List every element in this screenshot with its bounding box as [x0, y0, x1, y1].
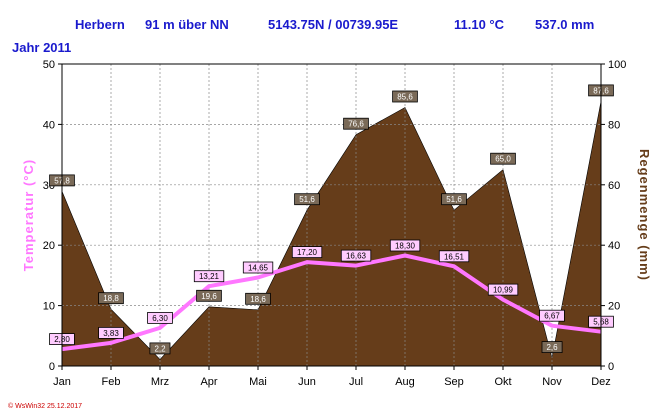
temperature-value-label-text: 10,99: [493, 286, 514, 295]
temperature-value-label-text: 6,30: [152, 314, 168, 323]
left-tick-label: 50: [43, 59, 55, 71]
right-tick-label: 0: [608, 361, 614, 373]
precipitation-value-label: 18,6: [245, 292, 271, 305]
temperature-value-label-box: [242, 261, 274, 274]
x-tick-label: Okt: [494, 376, 511, 388]
precipitation-value-label-text: 19,6: [201, 292, 217, 301]
precipitation-value-label: 51,6: [294, 193, 320, 206]
precipitation-value-label-box: [490, 152, 516, 165]
left-tick-label: 40: [43, 119, 55, 131]
temperature-value-label-text: 3,83: [103, 329, 119, 338]
precipitation-value-label: 85,6: [392, 90, 418, 103]
temperature-value-label-text: 18,30: [395, 242, 416, 251]
x-tick-label: Nov: [542, 376, 562, 388]
temperature-value-label-box: [438, 250, 470, 263]
temperature-value-label-box: [539, 309, 565, 322]
temperature-value-label: 14,65: [242, 261, 274, 274]
station-name: Herbern: [75, 17, 125, 32]
precipitation-value-label: 18,8: [98, 292, 124, 305]
precipitation-value-label-text: 76,6: [348, 120, 364, 129]
precipitation-value-label-text: 51,6: [299, 195, 315, 204]
precipitation-value-label-box: [149, 342, 171, 355]
temperature-value-label: 18,30: [389, 239, 421, 252]
precipitation-value-label-box: [392, 90, 418, 103]
precipitation-area: [61, 101, 602, 367]
temperature-value-label: 6,30: [147, 311, 173, 324]
temperature-value-label-box: [193, 270, 225, 283]
x-tick-label: Dez: [591, 376, 611, 388]
x-tick-label: Apr: [200, 376, 217, 388]
precipitation-value-label-box: [196, 289, 222, 302]
station-altitude: 91 m über NN: [145, 17, 229, 32]
x-tick-label: Mrz: [151, 376, 169, 388]
plot-frame: [61, 63, 602, 367]
temperature-value-label-text: 16,51: [444, 252, 465, 261]
temperature-value-label-box: [98, 326, 124, 339]
temperature-value-label: 16,63: [340, 249, 372, 262]
temperature-value-label-text: 14,65: [248, 264, 269, 273]
precipitation-value-label-text: 2,2: [154, 344, 166, 353]
x-tick-label: Jan: [53, 376, 71, 388]
x-tick-label: Jul: [349, 376, 363, 388]
temperature-value-label-box: [291, 246, 323, 259]
station-coordinates: 5143.75N / 00739.95E: [268, 17, 398, 32]
temperature-value-label-box: [147, 311, 173, 324]
right-tick-label: 60: [608, 180, 620, 192]
precipitation-value-label: 76,6: [343, 117, 369, 130]
precipitation-value-label-text: 65,0: [495, 155, 511, 164]
temperature-value-label-box: [389, 239, 421, 252]
temperature-value-label: 13,21: [193, 270, 225, 283]
left-tick-label: 20: [43, 240, 55, 252]
precipitation-value-label: 51,6: [441, 193, 467, 206]
precipitation-value-label-box: [98, 292, 124, 305]
left-axis-title: Temperatur (°C): [21, 159, 36, 271]
precipitation-value-label: 65,0: [490, 152, 516, 165]
temperature-value-label: 3,83: [98, 326, 124, 339]
right-tick-label: 100: [608, 59, 626, 71]
year-label: Jahr 2011: [12, 40, 71, 55]
precipitation-value-label-text: 2,6: [546, 343, 558, 352]
precipitation-value-label-box: [294, 193, 320, 206]
temperature-value-label-text: 13,21: [199, 272, 220, 281]
footer-copyright: © WsWin32 25.12.2017: [8, 402, 82, 410]
temperature-value-label: 17,20: [291, 246, 323, 259]
temperature-value-label-box: [487, 283, 519, 296]
x-tick-label: Sep: [444, 376, 464, 388]
temperature-value-label-text: 6,67: [544, 312, 560, 321]
precipitation-value-label-text: 51,6: [446, 195, 462, 204]
precipitation-value-label: 19,6: [196, 289, 222, 302]
x-tick-label: Feb: [102, 376, 121, 388]
temperature-value-label-text: 16,63: [346, 252, 367, 261]
precipitation-value-label-text: 18,6: [250, 295, 266, 304]
precipitation-value-label: 2,6: [541, 341, 563, 354]
x-tick-label: Jun: [298, 376, 316, 388]
right-axis-title: Regenmenge (mm): [637, 149, 652, 281]
total-precipitation: 537.0 mm: [535, 17, 594, 32]
precipitation-value-label: 2,2: [149, 342, 171, 355]
precipitation-value-label-text: 85,6: [397, 93, 413, 102]
x-tick-label: Aug: [395, 376, 415, 388]
temperature-value-label-box: [340, 249, 372, 262]
right-tick-label: 80: [608, 119, 620, 131]
left-tick-label: 0: [49, 361, 55, 373]
left-tick-label: 10: [43, 301, 55, 313]
precipitation-area-layer: [61, 101, 602, 367]
precipitation-value-label-text: 18,8: [103, 294, 119, 303]
right-tick-label: 40: [608, 240, 620, 252]
right-tick-label: 20: [608, 301, 620, 313]
temperature-line: [61, 253, 602, 352]
temperature-value-label: 16,51: [438, 250, 470, 263]
precipitation-value-label-box: [245, 292, 271, 305]
temperature-value-label: 6,67: [539, 309, 565, 322]
precipitation-value-label-box: [441, 193, 467, 206]
temperature-line-layer: [61, 253, 602, 352]
precipitation-value-label-box: [541, 341, 563, 354]
precipitation-value-label-box: [343, 117, 369, 130]
temperature-value-label-text: 17,20: [297, 248, 318, 257]
mean-temperature: 11.10 °C: [454, 17, 505, 32]
x-tick-label: Mai: [249, 376, 267, 388]
temperature-value-label: 10,99: [487, 283, 519, 296]
